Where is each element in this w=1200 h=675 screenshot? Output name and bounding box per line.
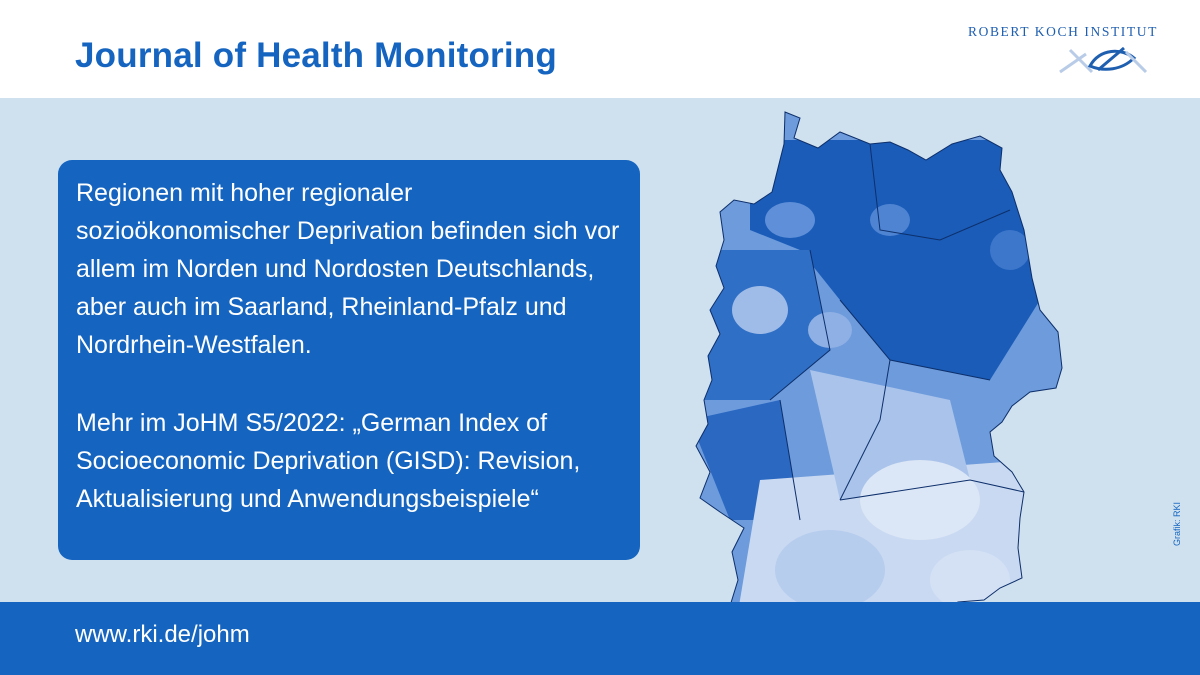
graphic-credit: Grafik: RKI	[1172, 501, 1182, 546]
footer-url-link[interactable]: www.rki.de/johm	[75, 621, 250, 648]
info-paragraph-2: Mehr im JoHM S5/2022: „German Index of S…	[76, 409, 581, 513]
germany-deprivation-map	[695, 111, 1063, 643]
rki-logo[interactable]: ROBERT KOCH INSTITUT	[968, 24, 1156, 80]
rki-logo-icon	[1059, 46, 1148, 74]
header-bar: Journal of Health Monitoring ROBERT KOCH…	[0, 0, 1200, 98]
logo-wordmark: ROBERT KOCH INSTITUT	[968, 24, 1158, 39]
info-paragraph-1: Regionen mit hoher regionaler sozioökono…	[76, 179, 620, 359]
info-box: Regionen mit hoher regionaler sozioökono…	[58, 160, 640, 560]
page-title: Journal of Health Monitoring	[75, 36, 557, 75]
footer-bar	[0, 602, 1200, 675]
